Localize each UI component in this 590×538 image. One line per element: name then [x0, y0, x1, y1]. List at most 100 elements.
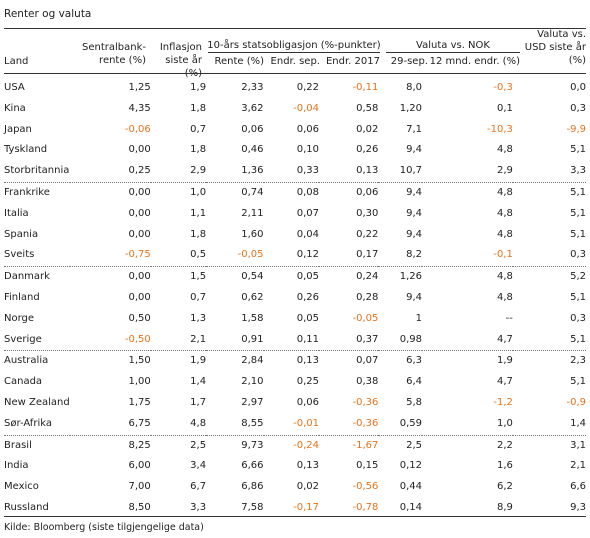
cell-value: 1,8	[190, 228, 207, 240]
header-valuta-29sep: 29-sep.	[390, 56, 428, 67]
cell-value: -0,06	[124, 123, 151, 135]
cell-land: Japan	[4, 123, 32, 135]
cell-value: 0,91	[241, 333, 264, 345]
header-inflasjon-line2: siste år (%)	[165, 55, 202, 79]
cell-value: 0,05	[263, 266, 319, 288]
cell-value: 0,50	[128, 312, 151, 324]
cell-value: -0,75	[124, 249, 151, 261]
cell-value: 1,9	[190, 82, 207, 93]
cell-land: Norge	[4, 312, 35, 324]
cell-value: 7,00	[128, 481, 151, 493]
header-usd: Valuta vs. USD siste år (%)	[520, 28, 586, 67]
cell-value: 1,8	[190, 144, 207, 156]
cell-value: 0,28	[356, 291, 379, 303]
cell-value: 0,12	[296, 249, 319, 261]
cell-value: 0,46	[241, 144, 264, 156]
cell-value: 6,3	[378, 350, 423, 373]
cell-value: 5,1	[570, 207, 586, 219]
cell-value: -0,36	[352, 417, 379, 429]
cell-value: 1,58	[241, 312, 264, 324]
cell-land: Canada	[4, 376, 43, 388]
top-rule	[4, 28, 586, 29]
cell-value: 1,26	[378, 266, 423, 288]
cell-value: -0,05	[237, 249, 264, 261]
cell-value: 1,50	[69, 350, 151, 373]
cell-value: 9,4	[406, 144, 423, 156]
cell-value: 0,62	[241, 291, 264, 303]
table-row: Canada 1,00 1,4 2,10 0,25 0,38 6,4 4,7 5,1	[4, 372, 586, 393]
table-row: Sør-Afrika 6,75 4,8 8,55 -0,01 -0,36 0,59 1,0 1,…	[4, 414, 586, 435]
cell-value: 3,3	[570, 165, 586, 177]
cell-land: Brasil	[4, 434, 70, 457]
cell-value: 0,1	[496, 102, 513, 114]
cell-value: 9,73	[206, 434, 264, 457]
cell-value: 4,35	[128, 102, 151, 114]
cell-value: 0,5	[190, 249, 207, 261]
cell-value: 0,06	[296, 396, 319, 408]
cell-value: 4,7	[496, 333, 513, 345]
cell-value: 4,8	[496, 144, 513, 156]
cell-value: 5,1	[570, 333, 586, 345]
cell-value: -0,04	[293, 102, 319, 114]
table-row: India 6,00 3,4 6,66 0,13 0,15 0,12 1,6 2,1	[4, 456, 586, 477]
header-statsobl-group: 10-års statsobligasjon (%-punkter)	[207, 40, 381, 51]
cell-value: 0,24	[318, 266, 379, 288]
cell-land: Sverige	[4, 333, 42, 345]
cell-value: 5,1	[570, 228, 586, 240]
cell-value: 0,11	[296, 333, 319, 345]
cell-value: 0,00	[128, 144, 151, 156]
cell-value: 4,7	[496, 376, 513, 388]
cell-value: 5,8	[406, 396, 423, 408]
table-row: Danmark 0,00 1,5 0,54 0,05 0,24 1,26 4,8 5,2	[4, 266, 586, 288]
cell-value: 0,12	[399, 460, 423, 472]
table-row: Tyskland 0,00 1,8 0,46 0,10 0,26 9,4 4,8 5,1	[4, 140, 586, 161]
cell-value: 8,50	[128, 501, 151, 513]
table-row: Mexico 7,00 6,7 6,86 0,02 -0,56 0,44 6,2 6,6	[4, 477, 586, 498]
cell-value: -0,17	[293, 501, 319, 513]
cell-value: -0,1	[493, 249, 513, 261]
header-usd-line2: USD siste år	[524, 42, 586, 53]
table-row: Russland 8,50 3,3 7,58 -0,17 -0,78 0,14 8,9 9,3	[4, 498, 586, 519]
cell-value: 1,7	[190, 396, 207, 408]
cell-value: 9,4	[406, 291, 423, 303]
table-row: Italia 0,00 1,1 2,11 0,07 0,30 9,4 4,8 5,1	[4, 204, 586, 225]
cell-value: 8,0	[406, 82, 423, 93]
cell-value: 0,33	[296, 165, 319, 177]
cell-value: 0,13	[296, 460, 319, 472]
cell-value: 2,9	[496, 165, 513, 177]
cell-value: -10,3	[487, 123, 513, 135]
statsobl-group-underline	[208, 52, 380, 53]
cell-value: 7,58	[241, 501, 264, 513]
cell-value: 5,2	[512, 266, 586, 288]
cell-value: 6,86	[241, 481, 264, 493]
cell-value: 0,14	[399, 501, 423, 513]
cell-value: 1,1	[190, 207, 207, 219]
cell-value: 4,8	[422, 181, 513, 204]
cell-value: 2,9	[190, 165, 207, 177]
header-usd-line3: (%)	[568, 55, 586, 66]
table-row: Japan -0,06 0,7 0,06 0,06 0,02 7,1 -10,3 -9,9	[4, 120, 586, 141]
cell-value: 0,13	[263, 350, 319, 373]
table-row: Frankrike 0,00 1,0 0,74 0,08 0,06 9,4 4,8 5,1	[4, 181, 586, 204]
cell-land: Sør-Afrika	[4, 417, 52, 429]
cell-value: 4,8	[422, 266, 513, 288]
cell-value: --	[505, 312, 513, 324]
header-inflasjon: Inflasjon siste år (%)	[146, 41, 202, 80]
cell-value: 9,4	[406, 207, 423, 219]
cell-value: 0,02	[356, 123, 379, 135]
cell-land: Russland	[4, 501, 49, 513]
cell-value: 1	[415, 312, 423, 324]
table-body: USA 1,25 1,9 2,33 0,22 -0,11 8,0 -0,3 0,0 Kina 4,3…	[4, 78, 586, 519]
cell-value: 0,58	[356, 102, 379, 114]
cell-value: 5,1	[570, 376, 586, 388]
cell-value: 10,7	[399, 165, 423, 177]
header-sentralbank-line1: Sentralbank-	[82, 42, 146, 53]
cell-value: 0,3	[570, 249, 586, 261]
table-row: Sveits -0,75 0,5 -0,05 0,12 0,17 8,2 -0,1 0,3	[4, 245, 586, 266]
cell-value: 0,06	[296, 123, 319, 135]
cell-value: 8,2	[406, 249, 423, 261]
cell-value: 8,55	[241, 417, 264, 429]
cell-value: 2,1	[570, 460, 586, 472]
header-endr-2017: Endr. 2017	[325, 56, 380, 67]
cell-value: 2,2	[422, 434, 513, 457]
